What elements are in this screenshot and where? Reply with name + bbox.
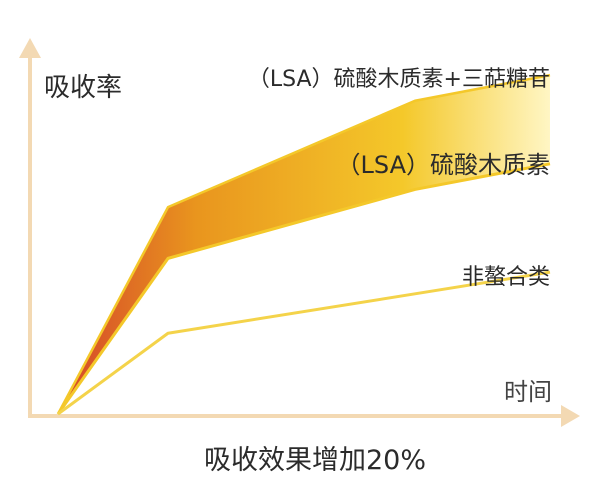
series-label-2: 非螯合类 [462, 265, 550, 290]
x-axis-label: 时间 [504, 378, 552, 406]
series-label-1: （LSA）硫酸木质素 [337, 151, 550, 179]
y-axis-label: 吸收率 [44, 73, 122, 103]
y-axis-arrow [19, 38, 41, 58]
series-line-0 [56, 73, 551, 415]
chart-caption: 吸收效果增加20% [204, 445, 426, 476]
series-band-lsa-combined [58, 75, 550, 414]
x-axis-arrow [561, 405, 580, 427]
series-label-0: （LSA）硫酸木质素+三萜糖苷 [248, 67, 550, 92]
series-line-2 [57, 270, 551, 416]
series-line-1 [56, 162, 551, 415]
